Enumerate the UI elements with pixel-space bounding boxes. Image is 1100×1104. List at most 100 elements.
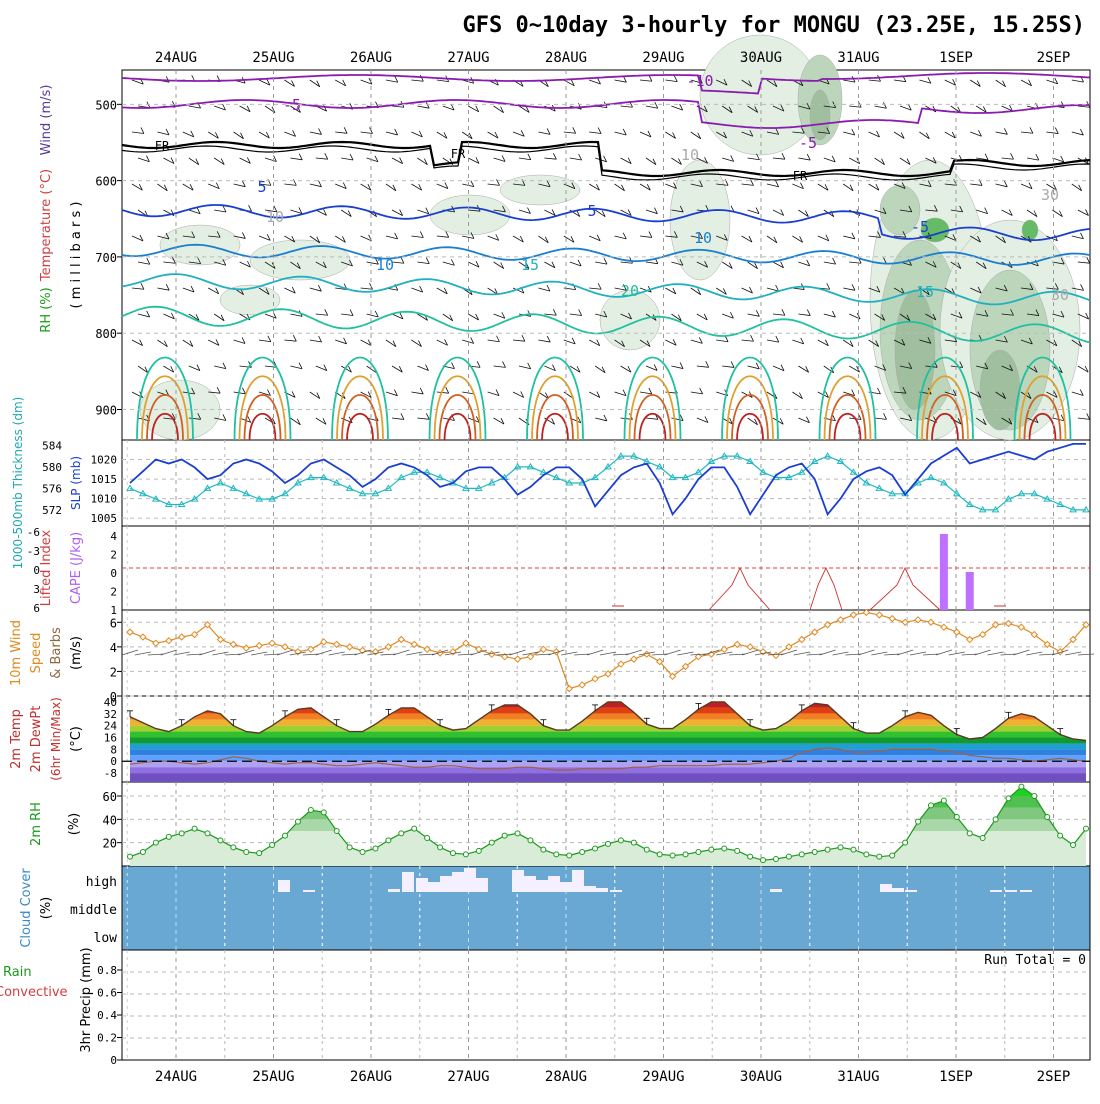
wind-barb-flag — [654, 102, 659, 109]
rh-point — [605, 840, 611, 847]
wind-barb-flag — [697, 132, 702, 139]
wind-barb — [969, 235, 981, 243]
thickness-point — [552, 473, 561, 481]
wind-barb-flag — [500, 262, 505, 269]
wind-barb — [645, 365, 658, 371]
wind-barb — [157, 183, 168, 192]
wind-barb — [1046, 287, 1059, 290]
wind-barb — [315, 209, 327, 216]
wind-barb-flag — [1009, 364, 1013, 371]
wind-barb — [442, 261, 455, 266]
rh-point — [1057, 832, 1064, 839]
wind-barb-10m — [302, 653, 319, 656]
thickness-point — [255, 495, 264, 502]
temp-band — [130, 767, 1086, 774]
wind-barb-flag — [424, 158, 428, 165]
wind-barb — [868, 287, 880, 293]
contour-label: 15 — [916, 283, 934, 301]
wind-barb-flag — [165, 232, 170, 240]
rh-point — [398, 830, 405, 837]
wind-barb — [842, 183, 854, 192]
wind-barb — [309, 235, 320, 244]
wind-barb — [1077, 313, 1089, 320]
wind-barb — [976, 157, 989, 161]
wind-barb — [849, 105, 862, 108]
wind-barb-flag — [601, 210, 606, 217]
rh-point — [772, 856, 779, 862]
temp-band — [130, 773, 1086, 782]
temp-band — [130, 761, 1086, 768]
wind-barb-flag — [679, 414, 684, 421]
rh-point — [992, 816, 999, 823]
rh-point — [953, 814, 960, 820]
wind-barb — [843, 391, 855, 396]
wind-barb-flag — [1080, 284, 1084, 291]
wind-barb-flag — [546, 128, 551, 135]
wind-barb — [188, 209, 201, 215]
wind-barb-flag — [140, 283, 145, 290]
wind-barb-flag — [292, 130, 296, 137]
wind-speed-point — [836, 616, 845, 624]
wind-barb-10m — [264, 653, 281, 656]
wind-barb — [823, 261, 836, 265]
wind-barb — [823, 157, 836, 163]
rh-point — [592, 845, 599, 852]
wind-barb — [919, 339, 932, 344]
wind-barb-10m — [871, 651, 888, 656]
thickness-point — [332, 479, 341, 486]
contour-20 — [121, 305, 1091, 344]
thickness-point — [1082, 505, 1090, 513]
wind-barb — [671, 417, 684, 421]
rh-point — [501, 832, 508, 839]
contour-label: 30 — [1051, 286, 1069, 304]
cloud-block — [548, 876, 560, 892]
wind-barb — [1077, 261, 1090, 264]
wind-barb — [722, 157, 734, 162]
temp-band — [130, 707, 1086, 714]
temp-tick-label: 32 — [104, 708, 117, 721]
wind-barb-flag — [419, 231, 424, 238]
thickness-point — [216, 479, 225, 486]
wind-barb — [538, 183, 551, 188]
wind-barb — [366, 261, 379, 265]
cloud-block — [892, 888, 904, 892]
temp-lobe — [623, 356, 682, 441]
contour-label: -5 — [283, 96, 301, 114]
wind-barb — [798, 417, 810, 424]
wind-barb — [1077, 417, 1090, 420]
wind-barb-flag — [623, 284, 627, 291]
wind-barb — [614, 183, 625, 192]
wind-barb-flag — [367, 391, 372, 398]
wind-barb-flag — [932, 157, 937, 164]
wind-barb-flag — [723, 234, 728, 241]
wind-barb-flag — [1058, 366, 1063, 373]
wind-barb-flag — [1027, 392, 1032, 399]
wind-barb — [970, 287, 982, 294]
wind-barb — [665, 235, 678, 238]
wind-barb-10m — [380, 653, 397, 656]
cloud-level-low: low — [94, 931, 118, 946]
wind-barb — [131, 183, 143, 191]
wind-barb-flag — [1054, 283, 1059, 290]
wind-barb-flag — [603, 155, 607, 162]
wind-barb — [208, 339, 220, 346]
wind-barb-flag — [1060, 414, 1065, 421]
wind-barb-10m — [909, 651, 927, 656]
wind-barb — [163, 365, 174, 373]
wind-barb — [690, 339, 703, 344]
wind-barb — [340, 209, 352, 217]
rh-point — [282, 832, 289, 839]
wind-barb-flag — [957, 417, 962, 425]
wind-barb-10m — [703, 649, 720, 656]
wind-barb-flag — [1059, 210, 1063, 217]
wind-barb-10m — [612, 653, 629, 656]
wind-speed-point — [358, 646, 367, 655]
wind-barb-flag — [425, 257, 430, 264]
wind-barb — [315, 261, 327, 269]
wind-barb-flag — [146, 155, 150, 162]
wind-barb-flag — [597, 283, 602, 290]
wind-barb — [944, 339, 957, 343]
thickness-point — [1030, 489, 1039, 497]
wind-barb-flag — [500, 106, 504, 113]
wind-barb-flag — [546, 180, 551, 187]
